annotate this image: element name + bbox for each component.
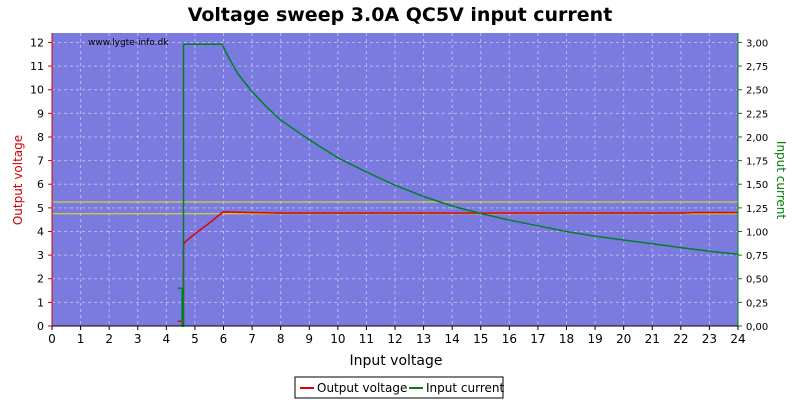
x-tick-label: 9 (305, 332, 313, 346)
x-tick-label: 23 (702, 332, 717, 346)
x-tick-label: 3 (134, 332, 142, 346)
x-tick-label: 24 (730, 332, 745, 346)
x-tick-label: 10 (330, 332, 345, 346)
y-left-tick-label: 2 (37, 273, 44, 286)
y-right-tick-label: 0,00 (746, 322, 768, 333)
x-tick-label: 18 (559, 332, 574, 346)
x-tick-label: 11 (359, 332, 374, 346)
legend-label-input-current: Input current (426, 381, 504, 395)
y-left-tick-label: 0 (37, 320, 44, 333)
x-tick-label: 7 (248, 332, 256, 346)
y-right-tick-label: 1,25 (746, 204, 768, 215)
y-right-tick-label: 1,00 (746, 227, 768, 238)
x-tick-label: 13 (416, 332, 431, 346)
y-right-tick-label: 1,50 (746, 180, 768, 191)
y-right-tick-label: 2,75 (746, 62, 768, 73)
y-left-tick-label: 5 (37, 202, 44, 215)
x-tick-label: 4 (163, 332, 171, 346)
x-tick-label: 1 (77, 332, 85, 346)
x-tick-label: 17 (530, 332, 545, 346)
y-right-axis-label: Input current (774, 141, 788, 219)
y-right-tick-label: 2,00 (746, 133, 768, 144)
y-right-tick-label: 0,75 (746, 251, 768, 262)
y-right-tick-label: 1,75 (746, 157, 768, 168)
axes: 0 1 2 3 4 5 6 7 8 9 10 11 12 13 14 15 16 17 18 19 20 21 22 23 24… (30, 33, 768, 346)
x-tick-label: 6 (220, 332, 228, 346)
x-tick-label: 12 (387, 332, 402, 346)
series-line-input-current (177, 43, 739, 327)
y-left-tick-label: 12 (30, 36, 44, 49)
series-layer (177, 43, 739, 327)
y-right-tick-label: 0,25 (746, 298, 768, 309)
y-left-tick-label: 9 (37, 107, 44, 120)
watermark: www.lygte-info.dk (88, 38, 169, 48)
y-left-tick-label: 7 (37, 155, 44, 168)
x-tick-label: 15 (473, 332, 488, 346)
y-right-tick-label: 3,00 (746, 38, 768, 49)
chart-title: Voltage sweep 3.0A QC5V input current (188, 4, 613, 26)
x-tick-label: 0 (48, 332, 56, 346)
y-left-tick-label: 11 (30, 60, 44, 73)
series-line-output-voltage (177, 211, 738, 323)
y-right-tick-label: 0,50 (746, 275, 768, 286)
x-tick-label: 22 (673, 332, 688, 346)
y-left-tick-label: 10 (30, 84, 44, 97)
legend-box (294, 376, 504, 399)
grid (52, 33, 738, 326)
y-left-axis-label: Output voltage (11, 135, 25, 225)
y-left-tick-label: 4 (37, 225, 44, 238)
y-right-tick-label: 2,25 (746, 109, 768, 120)
x-tick-label: 20 (616, 332, 631, 346)
x-tick-label: 8 (277, 332, 285, 346)
legend: Output voltage Input current (294, 376, 504, 399)
x-tick-label: 16 (502, 332, 517, 346)
x-tick-label: 14 (445, 332, 460, 346)
x-tick-label: 21 (645, 332, 660, 346)
y-left-tick-label: 8 (37, 131, 44, 144)
legend-label-output-voltage: Output voltage (317, 381, 407, 395)
x-tick-label: 5 (191, 332, 199, 346)
x-axis-label: Input voltage (349, 353, 442, 369)
x-tick-label: 19 (587, 332, 602, 346)
y-left-tick-label: 6 (37, 178, 44, 191)
x-tick-label: 2 (105, 332, 113, 346)
y-left-tick-label: 1 (37, 296, 44, 309)
y-left-tick-label: 3 (37, 249, 44, 262)
y-right-tick-label: 2,50 (746, 86, 768, 97)
